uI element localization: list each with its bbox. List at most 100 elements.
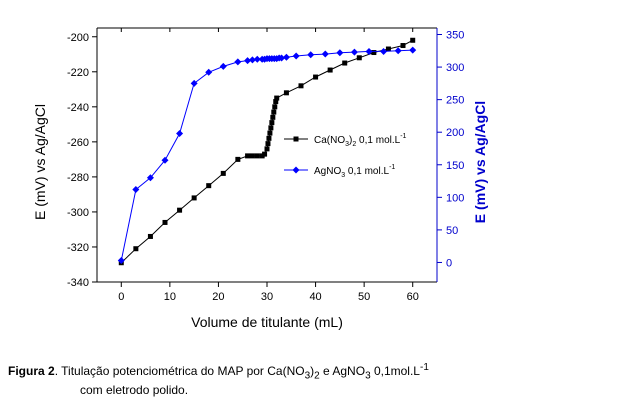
- data-point-0: [313, 74, 319, 80]
- data-point-1: [292, 52, 300, 60]
- y2-tick-label: 150: [446, 160, 464, 172]
- data-point-0: [269, 120, 275, 126]
- caption-text-4: 0,1mol.L: [370, 364, 420, 378]
- data-point-0: [267, 130, 273, 136]
- data-point-1: [176, 130, 184, 138]
- data-point-1: [117, 257, 125, 265]
- data-point-0: [270, 114, 276, 120]
- data-point-0: [272, 104, 278, 110]
- data-point-0: [356, 55, 362, 61]
- axis-ticks: 0 10 20 30 40 50 60 -200 -220 -240 -260 -280 -300 -32…: [67, 28, 464, 303]
- legend-label-ag: AgNO3 0,1 mol.L-1: [314, 164, 395, 179]
- legend-marker-ag: [292, 166, 300, 174]
- legend: Ca(NO3)2 0,1 mol.L-1 AgNO3 0,1 mol.L-1: [284, 133, 407, 179]
- data-point-1: [234, 58, 242, 66]
- y-axis-title: E (mV) vs Ag/AgCl: [32, 104, 48, 220]
- y-tick-label: -320: [67, 242, 89, 254]
- data-point-1: [282, 53, 290, 61]
- data-point-0: [133, 246, 139, 252]
- data-point-1: [350, 48, 358, 56]
- data-point-0: [266, 135, 272, 141]
- legend-marker-ca: [293, 136, 299, 142]
- data-point-0: [400, 43, 406, 49]
- data-point-0: [265, 141, 271, 147]
- y-tick-label: -280: [67, 172, 89, 184]
- x-tick-label: 20: [212, 291, 224, 303]
- data-point-1: [278, 54, 286, 62]
- data-point-1: [146, 174, 154, 182]
- y2-tick-label: 250: [446, 95, 464, 107]
- y-tick-label: -200: [67, 32, 89, 44]
- x-tick-label: 60: [407, 291, 419, 303]
- data-point-0: [245, 153, 251, 159]
- data-point-1: [190, 79, 198, 87]
- caption-label: Figura 2: [8, 364, 55, 378]
- data-point-1: [253, 55, 261, 63]
- data-point-0: [147, 233, 153, 239]
- data-point-0: [283, 90, 289, 96]
- x-tick-label: 10: [164, 291, 176, 303]
- data-point-1: [394, 47, 402, 55]
- data-point-1: [219, 62, 227, 70]
- data-point-0: [371, 50, 377, 56]
- y2-tick-label: 0: [446, 257, 452, 269]
- data-point-1: [248, 56, 256, 64]
- y2-tick-label: 200: [446, 127, 464, 139]
- caption-sub-1: 3: [304, 370, 311, 382]
- caption-text-2: ): [310, 364, 315, 378]
- data-point-1: [409, 46, 417, 54]
- data-point-0: [410, 37, 416, 43]
- data-point-1: [132, 186, 140, 194]
- y-tick-label: -240: [67, 102, 89, 114]
- data-point-0: [273, 99, 279, 105]
- data-point-0: [274, 95, 280, 101]
- data-point-0: [385, 46, 391, 52]
- caption-sup-1: -1: [419, 362, 429, 373]
- data-point-0: [264, 146, 270, 152]
- caption-sub-2: 2: [314, 370, 320, 382]
- y-tick-label: -220: [67, 67, 89, 79]
- y-tick-label: -260: [67, 137, 89, 149]
- y2-axis-title: E (mV) vs Ag/AgCl: [472, 101, 488, 223]
- data-point-1: [244, 57, 252, 65]
- y2-tick-label: 300: [446, 62, 464, 74]
- data-point-1: [336, 49, 344, 57]
- titration-chart: 0 10 20 30 40 50 60 -200 -220 -240 -260 -280 -300 -32…: [32, 27, 488, 330]
- y2-tick-label: 100: [446, 192, 464, 204]
- data-point-0: [162, 219, 168, 225]
- data-point-0: [191, 195, 197, 201]
- caption-sub-3: 3: [365, 370, 371, 382]
- caption-line-2: com eletrodo polido.: [80, 383, 189, 398]
- caption-text-3: e AgNO: [319, 364, 366, 378]
- data-point-0: [235, 156, 241, 162]
- series-line-0: [120, 39, 413, 264]
- x-tick-label: 30: [261, 291, 273, 303]
- y-tick-label: -340: [67, 277, 89, 289]
- x-tick-label: 0: [118, 291, 124, 303]
- data-point-1: [205, 68, 213, 76]
- data-point-0: [262, 151, 268, 157]
- figure-caption: Figura 2. Titulação potenciométrica do M…: [8, 360, 608, 398]
- x-tick-label: 40: [309, 291, 321, 303]
- data-point-1: [321, 50, 329, 58]
- data-point-0: [298, 83, 304, 89]
- data-point-0: [249, 153, 255, 159]
- data-point-0: [220, 170, 226, 176]
- data-point-1: [365, 47, 373, 55]
- y-tick-label: -300: [67, 207, 89, 219]
- data-point-1: [161, 156, 169, 164]
- caption-text-1: . Titulação potenciométrica do MAP por C…: [54, 364, 305, 378]
- data-point-0: [268, 125, 274, 131]
- data-point-0: [206, 183, 212, 189]
- x-axis-title: Volume de titulante (mL): [191, 314, 343, 330]
- data-point-0: [177, 207, 183, 213]
- data-point-0: [327, 67, 333, 73]
- data-point-0: [254, 153, 260, 159]
- data-point-1: [307, 51, 315, 59]
- data-point-0: [271, 109, 277, 115]
- data-point-0: [342, 60, 348, 66]
- data-point-1: [380, 47, 388, 55]
- y2-tick-label: 350: [446, 30, 464, 42]
- x-tick-label: 50: [358, 291, 370, 303]
- y2-tick-label: 50: [446, 225, 458, 237]
